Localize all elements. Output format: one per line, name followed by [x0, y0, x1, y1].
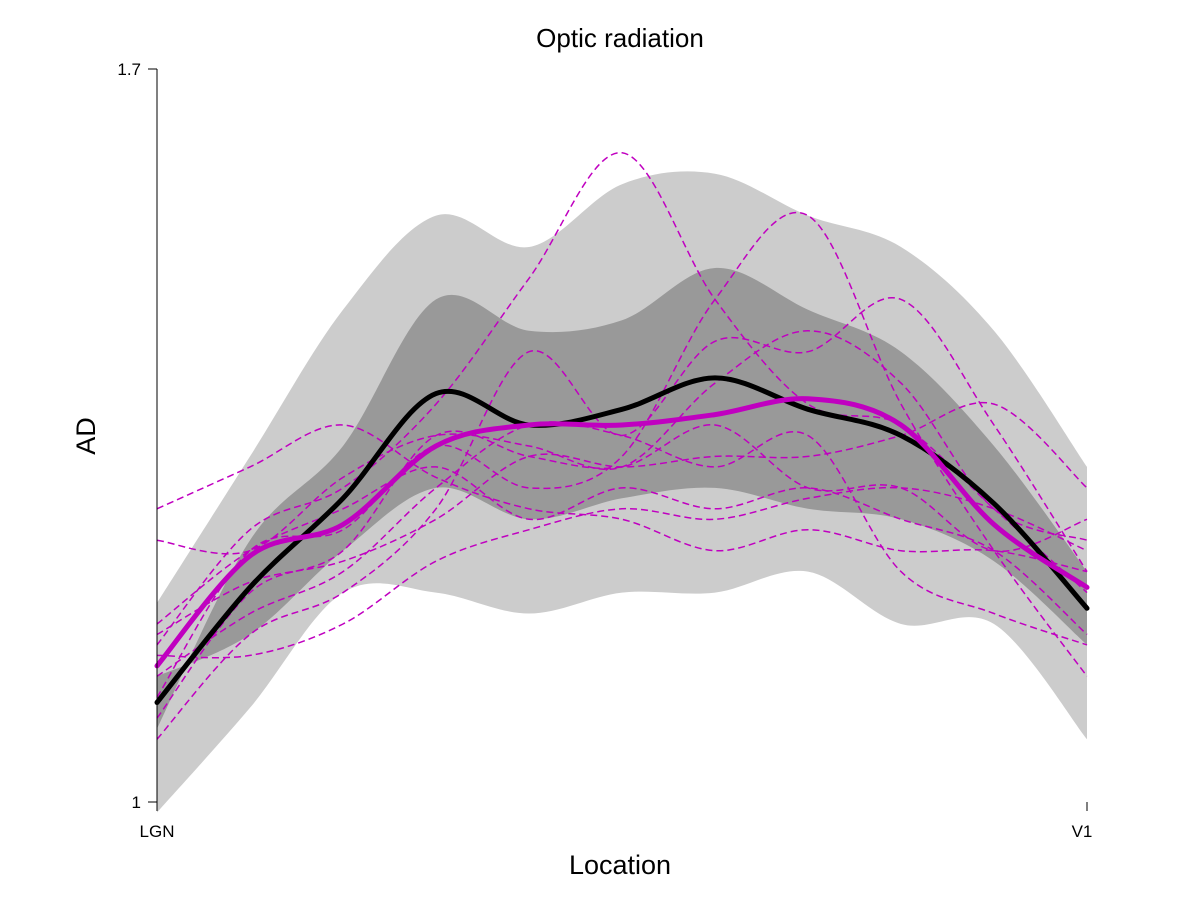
chart-title: Optic radiation: [536, 23, 704, 53]
variance-bands: [157, 171, 1087, 813]
x-tick-label-right: V1: [1072, 822, 1093, 841]
individual-series-lines: [156, 152, 1088, 740]
x-axis-label: Location: [569, 850, 671, 880]
y-axis-label: AD: [71, 417, 101, 455]
individual-series-line-8: [156, 486, 1088, 659]
y-tick-label-bottom: 1: [132, 793, 141, 812]
individual-series-line-10: [156, 424, 1088, 719]
mean-series-lines: [154, 375, 1090, 705]
x-tick-label-left: LGN: [140, 822, 175, 841]
band-inner: [157, 267, 1087, 729]
individual-series-line-11: [156, 421, 1088, 677]
y-tick-label-top: 1.7: [117, 60, 141, 79]
individual-series-line-2: [156, 424, 1088, 573]
individual-series-line-3: [156, 152, 1088, 646]
individual-series-line-7: [156, 466, 1088, 636]
mean-series-line-magenta: [154, 396, 1090, 669]
individual-series-line-5: [156, 296, 1088, 740]
